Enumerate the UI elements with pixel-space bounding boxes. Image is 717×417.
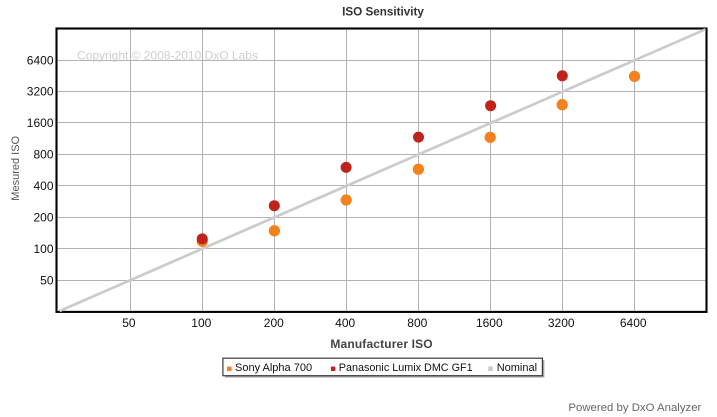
svg-text:400: 400 bbox=[33, 179, 53, 193]
svg-text:1600: 1600 bbox=[476, 316, 503, 330]
svg-text:Copyright © 2008-2010 DxO Labs: Copyright © 2008-2010 DxO Labs bbox=[77, 48, 258, 62]
svg-text:Panasonic Lumix DMC GF1: Panasonic Lumix DMC GF1 bbox=[339, 362, 473, 374]
svg-text:200: 200 bbox=[264, 316, 284, 330]
svg-text:ISO Sensitivity: ISO Sensitivity bbox=[342, 6, 424, 19]
svg-text:200: 200 bbox=[33, 211, 53, 225]
svg-text:400: 400 bbox=[335, 316, 355, 330]
svg-text:800: 800 bbox=[33, 148, 53, 162]
svg-text:Sony Alpha 700: Sony Alpha 700 bbox=[235, 362, 312, 374]
svg-text:6400: 6400 bbox=[620, 316, 647, 330]
svg-text:3200: 3200 bbox=[548, 316, 575, 330]
svg-text:1600: 1600 bbox=[27, 116, 54, 130]
svg-text:Nominal: Nominal bbox=[497, 362, 537, 374]
svg-text:100: 100 bbox=[33, 242, 53, 256]
svg-text:800: 800 bbox=[407, 316, 427, 330]
svg-text:Mesured ISO: Mesured ISO bbox=[10, 135, 22, 200]
svg-text:100: 100 bbox=[191, 316, 211, 330]
svg-text:Powered by DxO Analyzer: Powered by DxO Analyzer bbox=[568, 402, 701, 414]
svg-text:50: 50 bbox=[40, 274, 54, 288]
svg-text:3200: 3200 bbox=[27, 85, 54, 99]
svg-text:Manufacturer ISO: Manufacturer ISO bbox=[330, 337, 432, 351]
svg-text:50: 50 bbox=[122, 316, 136, 330]
svg-text:6400: 6400 bbox=[27, 54, 54, 68]
